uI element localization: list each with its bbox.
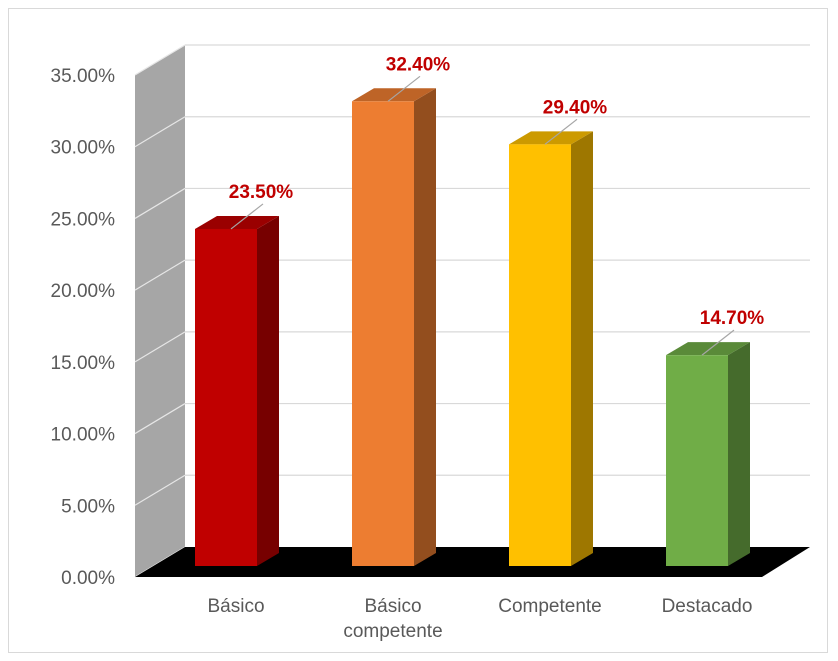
- bar-side: [728, 342, 750, 566]
- data-label: 32.40%: [386, 54, 451, 75]
- side-gridline: [134, 403, 186, 435]
- bar-side: [414, 88, 436, 566]
- x-tick-label: competente: [343, 621, 442, 642]
- data-label-leader: [230, 203, 264, 230]
- bar-top: [666, 342, 750, 356]
- bar-front: [509, 144, 571, 566]
- left-side-wall: [135, 45, 185, 577]
- side-gridline: [134, 331, 186, 363]
- data-label-leader: [387, 75, 421, 102]
- chart-floor: [135, 547, 810, 577]
- bar: [666, 342, 750, 566]
- side-gridline: [134, 116, 186, 148]
- data-label: 29.40%: [543, 97, 608, 118]
- x-tick-label: Destacado: [662, 596, 753, 617]
- bar-top: [195, 215, 279, 229]
- x-tick-label: Competente: [498, 596, 602, 617]
- y-tick-label: 25.00%: [51, 209, 116, 230]
- bar-top: [352, 88, 436, 102]
- y-tick-label: 35.00%: [51, 66, 116, 87]
- bar: [509, 131, 593, 566]
- side-gridline: [134, 44, 186, 76]
- bar-front: [352, 101, 414, 566]
- bar-front: [195, 228, 257, 566]
- y-tick-label: 15.00%: [51, 353, 116, 374]
- x-tick-label: Básico: [364, 596, 421, 617]
- bar: [195, 215, 279, 566]
- side-gridline: [134, 474, 186, 506]
- bar-top: [509, 131, 593, 145]
- side-gridline: [134, 187, 186, 219]
- y-tick-label: 20.00%: [51, 281, 116, 302]
- y-tick-label: 30.00%: [51, 138, 116, 159]
- y-tick-label: 10.00%: [51, 425, 116, 446]
- data-label: 14.70%: [700, 308, 765, 329]
- bar: [352, 88, 436, 566]
- x-tick-label: Básico: [207, 596, 264, 617]
- y-tick-label: 0.00%: [61, 568, 115, 589]
- side-gridline: [134, 259, 186, 291]
- bar-front: [666, 355, 728, 566]
- y-tick-label: 5.00%: [61, 496, 115, 517]
- bar-side: [257, 215, 279, 566]
- data-label-leader: [544, 118, 578, 145]
- data-label-leader: [701, 329, 735, 356]
- bar-side: [571, 131, 593, 566]
- data-label: 23.50%: [229, 182, 294, 203]
